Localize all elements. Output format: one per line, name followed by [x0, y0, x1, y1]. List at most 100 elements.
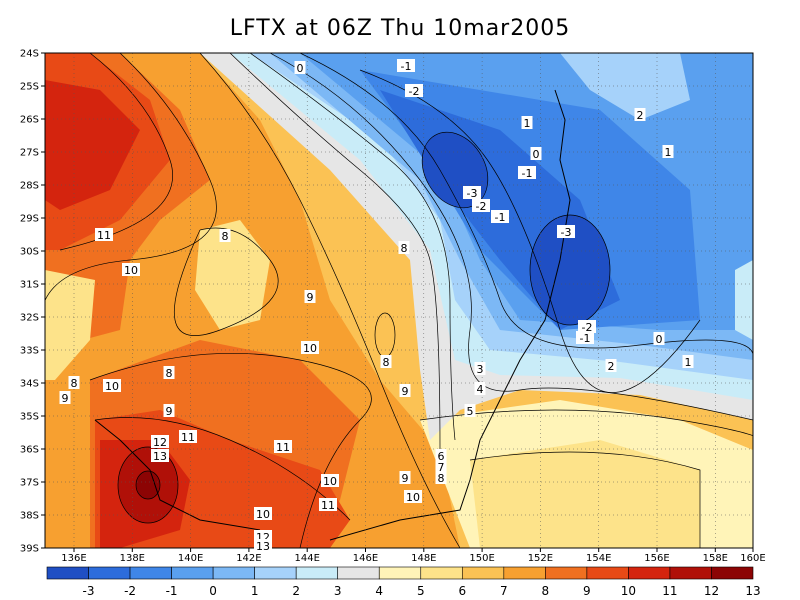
y-tick-label: 35S: [20, 412, 39, 423]
contour-label-text: 9: [166, 405, 173, 418]
y-tick-label: 27S: [20, 148, 39, 159]
colorbar-label: 10: [621, 584, 636, 598]
colorbar-swatch: [586, 566, 629, 580]
colorbar-label: -3: [83, 584, 95, 598]
colorbar-label: -1: [166, 584, 178, 598]
contour-label: -1: [576, 331, 594, 345]
colorbar: -3 -2 -1 0 1 2 3 4 5 6 7 8 9 10 11 12 13: [46, 566, 761, 598]
colorbar-swatch: [171, 566, 214, 580]
colorbar-swatch: [711, 566, 754, 580]
contour-label-text: -3: [561, 226, 572, 239]
contour-label: 9: [163, 404, 175, 418]
contour-label: 0: [653, 332, 665, 346]
y-tick-label: 34S: [20, 379, 39, 390]
contour-label-text: 8: [222, 230, 229, 243]
contour-label: -1: [491, 210, 509, 224]
contour-label-text: 8: [383, 356, 390, 369]
colorbar-swatch: [295, 566, 339, 580]
contour-label-text: -2: [582, 321, 593, 334]
colorbar-swatch: [129, 566, 172, 580]
contour-label-text: 9: [402, 472, 409, 485]
contour-label-text: 8: [401, 242, 408, 255]
contour-label: 11: [274, 440, 292, 454]
contour-label-text: -2: [476, 200, 487, 213]
contour-label: 3: [474, 362, 486, 376]
colorbar-label: 13: [745, 584, 760, 598]
contour-label-text: 1: [665, 146, 672, 159]
colorbar-swatch: [378, 566, 422, 580]
contour-label: 10: [404, 490, 422, 504]
contour-label: 13: [151, 449, 169, 463]
colorbar-label: 0: [209, 584, 217, 598]
contour-label-text: 11: [97, 229, 111, 242]
contour-label-text: 11: [321, 499, 335, 512]
contour-label: 12: [151, 435, 169, 449]
contour-label-text: 2: [608, 360, 615, 373]
contour-label-text: 13: [256, 540, 270, 553]
y-tick-label: 26S: [20, 115, 39, 126]
colorbar-swatch: [669, 566, 712, 580]
y-tick-label: 33S: [20, 346, 39, 357]
contour-label-text: 12: [153, 436, 167, 449]
contour-label: 13: [254, 539, 272, 553]
contour-label-text: 1: [685, 356, 692, 369]
plot-frame: [44, 52, 754, 549]
region-min-b: [530, 215, 610, 325]
colorbar-swatch: [461, 566, 505, 580]
y-tick-label: 38S: [20, 511, 39, 522]
contour-label: 11: [179, 430, 197, 444]
contour-label-text: 9: [402, 385, 409, 398]
x-tick-label: 152E: [528, 553, 553, 564]
contour-label: -2: [472, 199, 490, 213]
colorbar-label: 4: [375, 584, 383, 598]
contour-label-text: 11: [276, 441, 290, 454]
contour-label-text: 3: [477, 363, 484, 376]
region-max-14: [136, 471, 160, 499]
y-tick-label: 24S: [20, 49, 39, 60]
colorbar-label: 7: [500, 584, 508, 598]
contour-label-text: 1: [524, 117, 531, 130]
contour-label: 0: [294, 61, 306, 75]
y-tick-label: 28S: [20, 181, 39, 192]
contour-label-text: 10: [323, 475, 337, 488]
colorbar-swatch: [628, 566, 671, 580]
contour-label: -1: [518, 166, 536, 180]
contour-label-text: 10: [303, 342, 317, 355]
contour-label-text: -1: [580, 332, 591, 345]
x-tick-label: 154E: [586, 553, 611, 564]
colorbar-label: 12: [704, 584, 719, 598]
region-e-edge: [735, 260, 753, 340]
region-ne-light: [560, 53, 690, 120]
contour-label-text: 8: [438, 472, 445, 485]
x-tick-label: 150E: [469, 553, 494, 564]
contour-label: 10: [103, 379, 121, 393]
colorbar-label: 5: [417, 584, 425, 598]
contour-label: 4: [474, 382, 486, 396]
colorbar-swatch: [337, 566, 380, 580]
contour-label: 8: [68, 376, 80, 390]
contour-label: 9: [59, 391, 71, 405]
contour-label: 9: [399, 471, 411, 485]
x-tick-label: 148E: [411, 553, 436, 564]
contour-label: 2: [605, 359, 617, 373]
colorbar-swatch: [46, 566, 89, 580]
x-tick-label: 140E: [178, 553, 203, 564]
contour-label: 8: [398, 241, 410, 255]
y-axis: 24S 25S 26S 27S 28S 29S 30S 31S 32S 33S 34S 35S 36S 3…: [20, 49, 45, 555]
colorbar-swatch: [545, 566, 588, 580]
contour-label-text: 0: [533, 148, 540, 161]
contour-label: 1: [682, 355, 694, 369]
y-tick-label: 30S: [20, 247, 39, 258]
contour-label: 5: [464, 404, 476, 418]
region-12-13: [45, 80, 140, 210]
contour-label: 6: [435, 449, 447, 463]
contour-label: 9: [304, 290, 316, 304]
colorbar-label: 6: [458, 584, 466, 598]
x-axis: 136E 138E 140E 142E 144E 146E 148E 150E 152E 154E…: [61, 548, 766, 564]
region-west-light: [45, 270, 95, 380]
contour-label: 0: [530, 147, 542, 161]
colorbar-label: 1: [251, 584, 259, 598]
contour-label: 8: [435, 471, 447, 485]
